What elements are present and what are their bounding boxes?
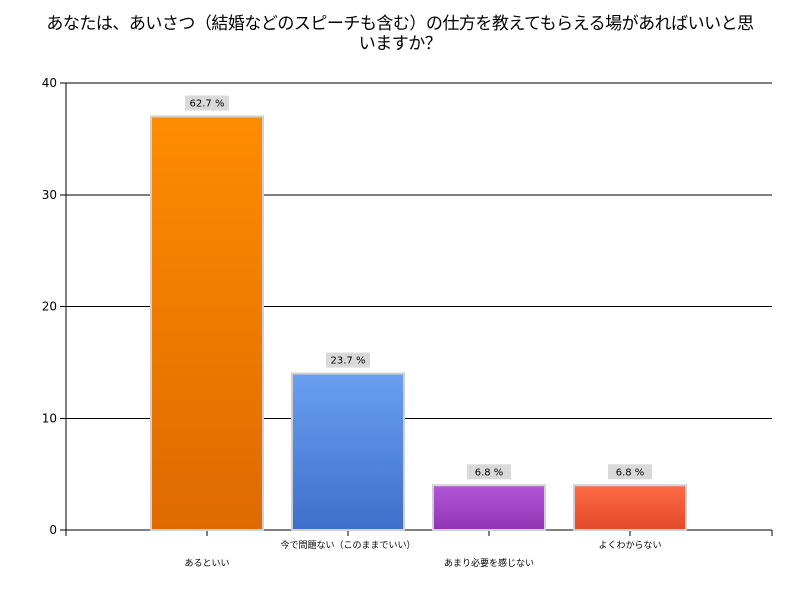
bar-1 [291, 372, 405, 531]
x-tick-label-2: あまり必要を感じない [444, 557, 534, 569]
bar-2 [432, 484, 546, 531]
data-label-3: 6.8 % [616, 467, 645, 478]
bar-3 [573, 484, 687, 531]
chart-title: あなたは、あいさつ（結婚などのスピーチも含む）の仕方を教えてもらえる場があればい… [46, 14, 754, 54]
data-label-box-1 [326, 352, 370, 368]
data-label-box-3 [608, 464, 652, 480]
y-tick-label-40: 40 [42, 76, 57, 90]
x-tick-label-0: あるといい [184, 558, 229, 569]
y-tick-label-20: 20 [42, 300, 57, 314]
data-label-box-2 [467, 464, 511, 480]
x-tick-label-1: 今で問題ない（このままでいい） [280, 539, 415, 551]
bar-0 [150, 115, 264, 532]
data-label-1: 23.7 % [331, 356, 366, 367]
x-tick-label-3: よくわからない [598, 540, 661, 551]
y-tick-label-10: 10 [42, 411, 57, 425]
data-label-0: 62.7 % [190, 99, 225, 110]
data-label-2: 6.8 % [475, 467, 504, 478]
y-tick-label-0: 0 [49, 523, 57, 537]
y-tick-label-30: 30 [42, 188, 57, 202]
data-label-box-0 [185, 95, 229, 111]
